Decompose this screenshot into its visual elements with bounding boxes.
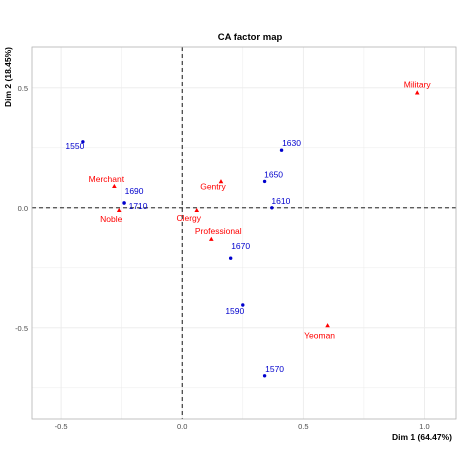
x-tick-label: -0.5 bbox=[55, 422, 68, 431]
column-point-noble bbox=[116, 207, 122, 213]
point-label-merchant: Merchant bbox=[89, 174, 125, 184]
row-point-1590 bbox=[241, 303, 245, 307]
point-label-1550: 1550 bbox=[65, 141, 84, 151]
point-label-clergy: Clergy bbox=[176, 213, 201, 223]
column-point-clergy bbox=[194, 207, 200, 213]
axis-ticks: -0.5 0.0 0.5 1.0 -0.5 0.0 0.5 bbox=[15, 84, 430, 431]
x-tick-label: 0.0 bbox=[177, 422, 187, 431]
point-labels: 1550 1690 1710 1630 1650 1610 1670 1590 1570 Mili… bbox=[65, 80, 431, 374]
y-tick-label: 0.5 bbox=[18, 84, 28, 93]
point-label-1710: 1710 bbox=[129, 201, 148, 211]
row-point-1570 bbox=[262, 374, 267, 378]
row-point-1650 bbox=[262, 179, 267, 184]
reference-lines bbox=[32, 47, 456, 419]
point-label-1570: 1570 bbox=[265, 364, 284, 374]
x-axis-title: Dim 1 (64.47%) bbox=[392, 432, 452, 442]
point-label-1590: 1590 bbox=[225, 306, 244, 316]
y-tick-label: 0.0 bbox=[18, 204, 28, 213]
point-label-1670: 1670 bbox=[231, 241, 250, 251]
row-point-1550 bbox=[81, 140, 85, 144]
row-point-1630 bbox=[279, 148, 284, 152]
point-label-1610: 1610 bbox=[271, 196, 290, 206]
row-point-1670 bbox=[228, 256, 233, 260]
data-points bbox=[81, 90, 420, 378]
point-label-noble: Noble bbox=[100, 214, 122, 224]
point-label-military: Military bbox=[404, 80, 432, 90]
y-tick-label: -0.5 bbox=[15, 324, 28, 333]
column-point-gentry bbox=[218, 179, 224, 184]
point-label-1690: 1690 bbox=[125, 186, 144, 196]
point-label-1650: 1650 bbox=[264, 169, 283, 179]
chart-title: CA factor map bbox=[218, 32, 283, 43]
y-axis-title: Dim 2 (18.45%) bbox=[3, 47, 13, 107]
row-point-1710 bbox=[122, 201, 126, 205]
x-tick-label: 1.0 bbox=[419, 422, 429, 431]
column-point-military bbox=[414, 90, 420, 95]
panel-border bbox=[31, 46, 457, 420]
point-label-gentry: Gentry bbox=[200, 181, 226, 191]
point-label-1630: 1630 bbox=[282, 138, 301, 148]
x-tick-label: 0.5 bbox=[298, 422, 308, 431]
point-label-professional: Professional bbox=[195, 226, 242, 236]
column-point-merchant bbox=[112, 183, 117, 189]
column-point-professional bbox=[208, 236, 214, 241]
grid-lines bbox=[32, 47, 456, 419]
column-point-yeoman bbox=[325, 323, 330, 328]
point-label-yeoman: Yeoman bbox=[304, 330, 335, 340]
row-point-1610 bbox=[270, 206, 274, 210]
